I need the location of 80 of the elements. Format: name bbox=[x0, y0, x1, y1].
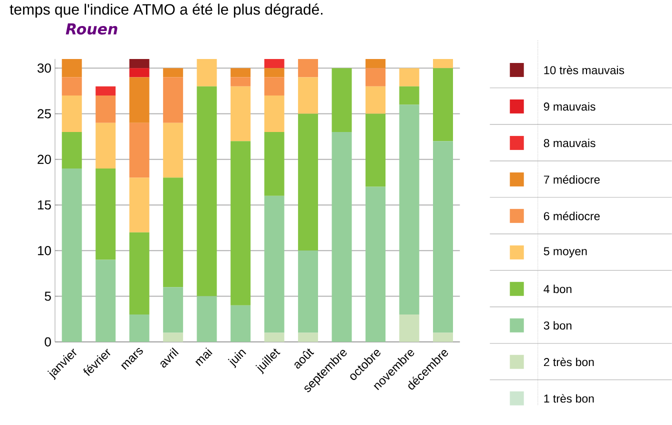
bar bbox=[264, 332, 284, 342]
legend-label: 3 bon bbox=[544, 321, 572, 330]
bar bbox=[62, 168, 82, 342]
bar bbox=[96, 168, 116, 260]
legend-label: 5 moyen bbox=[544, 247, 587, 258]
bar bbox=[163, 178, 184, 288]
bar bbox=[433, 59, 453, 68]
bar bbox=[129, 59, 150, 68]
x-tick-label: avril bbox=[160, 348, 179, 368]
bar bbox=[96, 122, 116, 169]
legend-label: 2 très bon bbox=[544, 358, 594, 366]
bar bbox=[96, 86, 116, 96]
legend-label: 4 bon bbox=[544, 284, 572, 294]
bar bbox=[298, 114, 318, 251]
bar bbox=[163, 77, 184, 123]
bar bbox=[163, 122, 184, 178]
bar bbox=[433, 68, 453, 142]
legend-label: 10 très mauvais bbox=[544, 66, 624, 74]
bar bbox=[230, 141, 251, 306]
bar bbox=[433, 332, 453, 342]
legend-label: 8 mauvais bbox=[544, 138, 596, 148]
bar bbox=[298, 332, 318, 342]
bar bbox=[433, 141, 453, 333]
bar bbox=[96, 96, 116, 123]
bar bbox=[298, 59, 318, 78]
legend-label: 7 médiocre bbox=[544, 175, 600, 184]
y-tick-label: 5 bbox=[44, 292, 51, 301]
bar bbox=[230, 77, 251, 86]
bar bbox=[264, 68, 284, 78]
bar bbox=[366, 59, 386, 68]
bar bbox=[399, 104, 420, 315]
bar bbox=[399, 68, 420, 86]
bar bbox=[366, 86, 386, 114]
y-tick-label: 15 bbox=[38, 200, 51, 210]
bar bbox=[366, 186, 386, 342]
bar bbox=[366, 68, 386, 86]
bar bbox=[196, 59, 217, 86]
x-tick-label: mai bbox=[195, 348, 212, 366]
bar bbox=[332, 68, 352, 132]
bar bbox=[96, 260, 116, 342]
bar bbox=[129, 122, 150, 178]
bar bbox=[62, 96, 82, 132]
y-tick-label: 25 bbox=[38, 109, 51, 118]
bar bbox=[129, 178, 150, 232]
bar bbox=[298, 77, 318, 114]
y-tick-label: 10 bbox=[38, 246, 51, 256]
bar bbox=[366, 114, 386, 187]
chart-title: Rouen bbox=[66, 23, 118, 35]
bar bbox=[230, 305, 251, 342]
bar bbox=[230, 86, 251, 142]
bar bbox=[264, 77, 284, 96]
bar bbox=[129, 68, 150, 78]
bar bbox=[264, 59, 284, 68]
bar bbox=[264, 96, 284, 132]
bar bbox=[298, 250, 318, 333]
bar bbox=[129, 77, 150, 123]
y-tick-label: 20 bbox=[38, 154, 51, 164]
bar bbox=[62, 77, 82, 96]
bar bbox=[62, 59, 82, 78]
bar bbox=[196, 296, 217, 342]
y-tick-label: 0 bbox=[44, 337, 51, 347]
legend-label: 1 très bon bbox=[544, 394, 594, 403]
bar bbox=[264, 196, 284, 333]
bar bbox=[129, 232, 150, 315]
bar bbox=[163, 68, 184, 78]
bar bbox=[129, 314, 150, 342]
y-tick-label: 30 bbox=[38, 64, 51, 73]
text: temps que l'indice ATMO a été le plus dégradé. bbox=[10, 4, 322, 18]
bar bbox=[163, 332, 184, 342]
bar bbox=[399, 86, 420, 105]
bar bbox=[62, 132, 82, 169]
bar bbox=[163, 287, 184, 333]
bar bbox=[332, 132, 352, 342]
legend-label: 6 médiocre bbox=[544, 212, 600, 220]
bar bbox=[399, 314, 420, 342]
bar bbox=[230, 68, 251, 78]
x-tick-label: juin bbox=[228, 350, 246, 368]
bar bbox=[264, 132, 284, 196]
legend-label: 9 mauvais bbox=[544, 102, 596, 111]
bar bbox=[196, 86, 217, 296]
